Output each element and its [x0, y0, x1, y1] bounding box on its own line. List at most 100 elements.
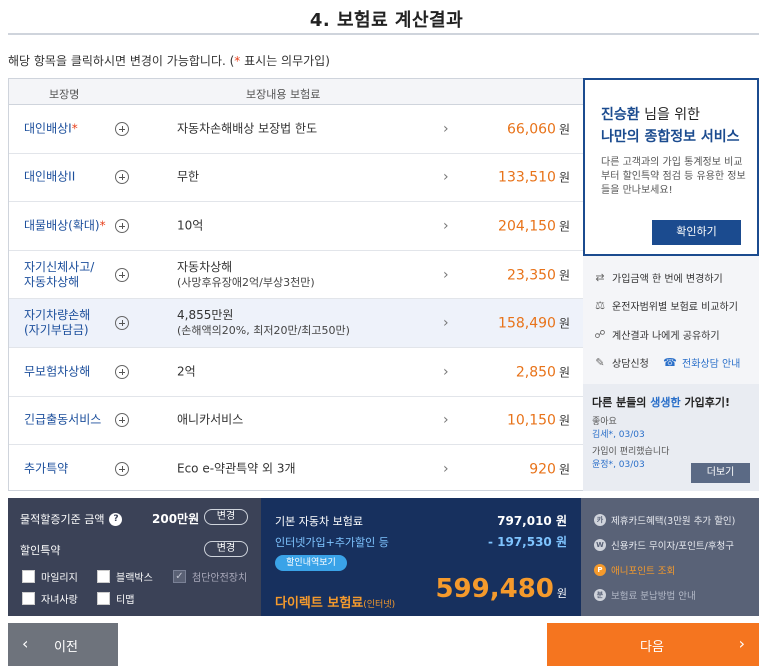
blackbox-checkbox[interactable]: 블랙박스 — [97, 569, 153, 584]
reviews-title: 다른 분들의 생생한 가입후기! — [592, 396, 730, 409]
next-button[interactable]: 다음 › — [547, 623, 759, 666]
coverage-row-extra-rider[interactable]: 추가특약 Eco e-약관특약 외 3개 › 920 원 — [9, 445, 584, 494]
coverage-name[interactable]: 자기신체사고/자동차상해 — [24, 259, 95, 289]
share-link[interactable]: ☍ 계산결과 나에게 공유하기 — [594, 327, 720, 342]
expand-plus-icon[interactable] — [115, 316, 129, 331]
checkbox-box[interactable] — [22, 570, 35, 583]
coverage-desc: 자동차손해배상 보장법 한도 — [177, 121, 318, 136]
notice-text: 해당 항목을 클릭하시면 변경이 가능합니다. (* 표시는 의무가입) — [8, 54, 330, 68]
checkbox-box[interactable] — [22, 592, 35, 605]
header-coverage-name: 보장명 — [49, 88, 80, 101]
coverage-price: 204,150 원 — [498, 218, 570, 235]
more-reviews-button[interactable]: 더보기 — [691, 463, 750, 483]
expand-plus-icon[interactable] — [115, 218, 129, 233]
point-icon: P — [594, 564, 606, 576]
coverage-table: 보장명 보장내용 보험료 대인배상I* 자동차손해배상 보장법 한도 › 66,… — [8, 78, 584, 491]
coverage-row-uninsured[interactable]: 무보험차상해 2억 › 2,850 원 — [9, 348, 584, 397]
side-links: ⇄ 가입금액 한 번에 변경하기 ⚖ 운전자범위별 보험료 비교하기 ☍ 계산결과 나… — [583, 256, 759, 384]
credit-card-link[interactable]: W 신용카드 무이자/포인트/후청구 — [594, 538, 734, 552]
tmap-checkbox[interactable]: 티맵 — [97, 591, 134, 606]
scale-icon: ⚖ — [595, 298, 605, 312]
coverage-row-self-injury[interactable]: 자기신체사고/자동차상해 자동차상해 (사망후유장애2억/부상3천만) › 23,… — [9, 251, 584, 300]
coverage-name[interactable]: 자기차량손해 (자기부담금) — [24, 308, 91, 338]
review-author: 윤정*, 03/03 — [592, 460, 645, 470]
title-divider — [8, 33, 759, 35]
service-description: 다른 고객과의 가입 통계정보 비교부터 할인특약 점검 등 유용한 정보들을 … — [601, 157, 746, 196]
checkbox-box: ✓ — [173, 570, 186, 583]
coverage-price: 66,060 원 — [506, 121, 570, 138]
coverage-name[interactable]: 대인배상II — [24, 169, 76, 184]
review-author: 김세*, 03/03 — [592, 430, 645, 440]
coverage-row-own-vehicle[interactable]: 자기차량손해 (자기부담금) 4,855만원 (손해액의20%, 최저20만/최고5… — [9, 299, 584, 348]
review-item: 좋아요 — [592, 417, 617, 427]
expand-plus-icon[interactable] — [115, 267, 129, 282]
coverage-desc: Eco e-약관특약 외 3개 — [177, 461, 296, 476]
discount-options-panel: 물적할증기준 금액? 200만원 변경 할인특약 변경 마일리지 블랙박스 ✓ 첨… — [8, 498, 261, 616]
coverage-desc: 애니카서비스 — [177, 412, 244, 427]
property-threshold-label: 물적할증기준 금액? — [20, 511, 123, 527]
shuffle-icon: ⇄ — [595, 270, 605, 284]
safety-device-checkbox: ✓ 첨단안전장치 — [173, 569, 247, 584]
expand-plus-icon[interactable] — [115, 121, 129, 136]
installment-icon: 분 — [594, 589, 606, 601]
change-discount-button[interactable]: 변경 — [204, 541, 248, 557]
confirm-button[interactable]: 확인하기 — [652, 220, 741, 245]
compare-link[interactable]: ⚖ 운전자범위별 보험료 비교하기 — [593, 298, 738, 313]
credit-card-icon: W — [594, 539, 606, 551]
chevron-right-icon[interactable]: › — [443, 217, 449, 234]
chevron-right-icon[interactable]: › — [443, 412, 449, 429]
chevron-right-icon[interactable]: › — [443, 315, 449, 332]
prev-button[interactable]: ‹ 이전 — [8, 623, 118, 666]
chevron-right-icon[interactable]: › — [443, 363, 449, 380]
chevron-right-icon[interactable]: › — [443, 169, 449, 186]
property-threshold-amount: 200만원 — [152, 512, 200, 526]
chevron-left-icon: ‹ — [22, 634, 29, 653]
header-coverage-content: 보장내용 보험료 — [246, 88, 321, 101]
review-item: 가입이 편리했습니다 — [592, 447, 670, 457]
expand-plus-icon[interactable] — [115, 462, 129, 477]
card-benefit-link[interactable]: 카 제휴카드혜택(3만원 추가 할인) — [594, 513, 735, 527]
coverage-price: 133,510 원 — [498, 169, 570, 186]
change-amount-link[interactable]: ⇄ 가입금액 한 번에 변경하기 — [593, 270, 722, 285]
coverage-row-bodily-injury-2[interactable]: 대인배상II 무한 › 133,510 원 — [9, 154, 584, 203]
installment-link[interactable]: 분 보험료 분납방법 안내 — [594, 588, 696, 602]
coverage-name[interactable]: 긴급출동서비스 — [24, 412, 102, 427]
checkbox-box[interactable] — [97, 570, 110, 583]
coverage-price: 920 원 — [529, 461, 570, 478]
expand-plus-icon[interactable] — [115, 170, 129, 185]
share-icon: ☍ — [594, 327, 606, 341]
coverage-desc: 4,855만원 (손해액의20%, 최저20만/최고50만) — [177, 308, 350, 338]
coverage-desc: 무한 — [177, 169, 200, 184]
coverage-row-emergency[interactable]: 긴급출동서비스 애니카서비스 › 10,150 원 — [9, 397, 584, 446]
change-property-button[interactable]: 변경 — [204, 509, 248, 525]
info-service-card: 진승환 님을 위한 나만의 종합정보 서비스 다른 고객과의 가입 통계정보 비… — [583, 78, 759, 256]
coverage-price: 23,350 원 — [506, 267, 570, 284]
expand-plus-icon[interactable] — [115, 364, 129, 379]
benefits-panel: 카 제휴카드혜택(3만원 추가 할인) W 신용카드 무이자/포인트/후청구 P 애니… — [581, 498, 759, 616]
coverage-name[interactable]: 대물배상(확대)* — [24, 218, 106, 233]
chevron-right-icon[interactable]: › — [443, 461, 449, 478]
help-icon[interactable]: ? — [109, 512, 123, 526]
page-title: 4. 보험료 계산결과 — [309, 10, 464, 31]
mileage-checkbox[interactable]: 마일리지 — [22, 569, 78, 584]
anypoint-link[interactable]: P 애니포인트 조회 — [594, 563, 675, 577]
checkbox-box[interactable] — [97, 592, 110, 605]
chevron-right-icon[interactable]: › — [443, 266, 449, 283]
edit-icon: ✎ — [595, 355, 605, 369]
discount-value: - 197,530 원 — [487, 535, 567, 549]
chevron-right-icon[interactable]: › — [443, 120, 449, 137]
child-love-checkbox[interactable]: 자녀사랑 — [22, 591, 78, 606]
coverage-name[interactable]: 추가특약 — [24, 461, 69, 476]
base-premium-value: 797,010 원 — [497, 514, 567, 528]
consult-link[interactable]: ✎ 상담신청 — [593, 355, 648, 370]
discount-detail-button[interactable]: 할인내역보기 — [275, 555, 347, 571]
coverage-row-property-damage[interactable]: 대물배상(확대)* 10억 › 204,150 원 — [9, 202, 584, 251]
reviews-box: 다른 분들의 생생한 가입후기! 좋아요 김세*, 03/03 가입이 편리했습… — [583, 384, 759, 491]
phone-consult-link[interactable]: ☎ 전화상담 안내 — [663, 355, 741, 370]
expand-plus-icon[interactable] — [115, 413, 129, 428]
coverage-desc: 2억 — [177, 364, 196, 379]
coverage-row-bodily-injury-1[interactable]: 대인배상I* 자동차손해배상 보장법 한도 › 66,060 원 — [9, 105, 584, 154]
coverage-name[interactable]: 무보험차상해 — [24, 364, 91, 379]
greeting: 진승환 님을 위한 — [601, 107, 701, 123]
coverage-name[interactable]: 대인배상I* — [24, 121, 78, 136]
